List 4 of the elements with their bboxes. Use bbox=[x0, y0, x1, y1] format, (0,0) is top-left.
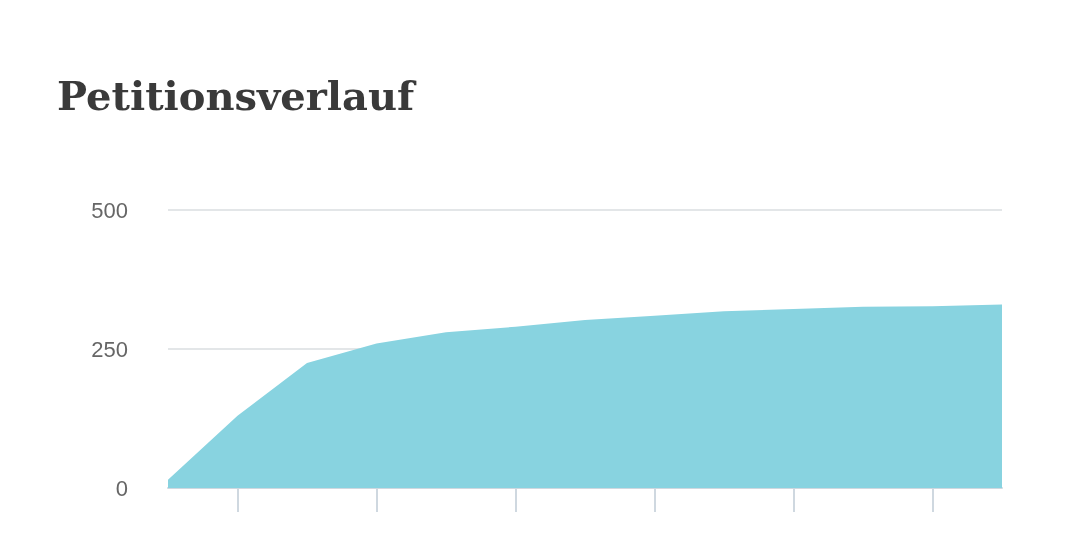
y-tick-label: 500 bbox=[91, 197, 128, 223]
y-tick-label: 0 bbox=[115, 475, 128, 501]
y-tick-label: 250 bbox=[91, 336, 128, 362]
chart-title: Petitionsverlauf bbox=[57, 71, 418, 119]
